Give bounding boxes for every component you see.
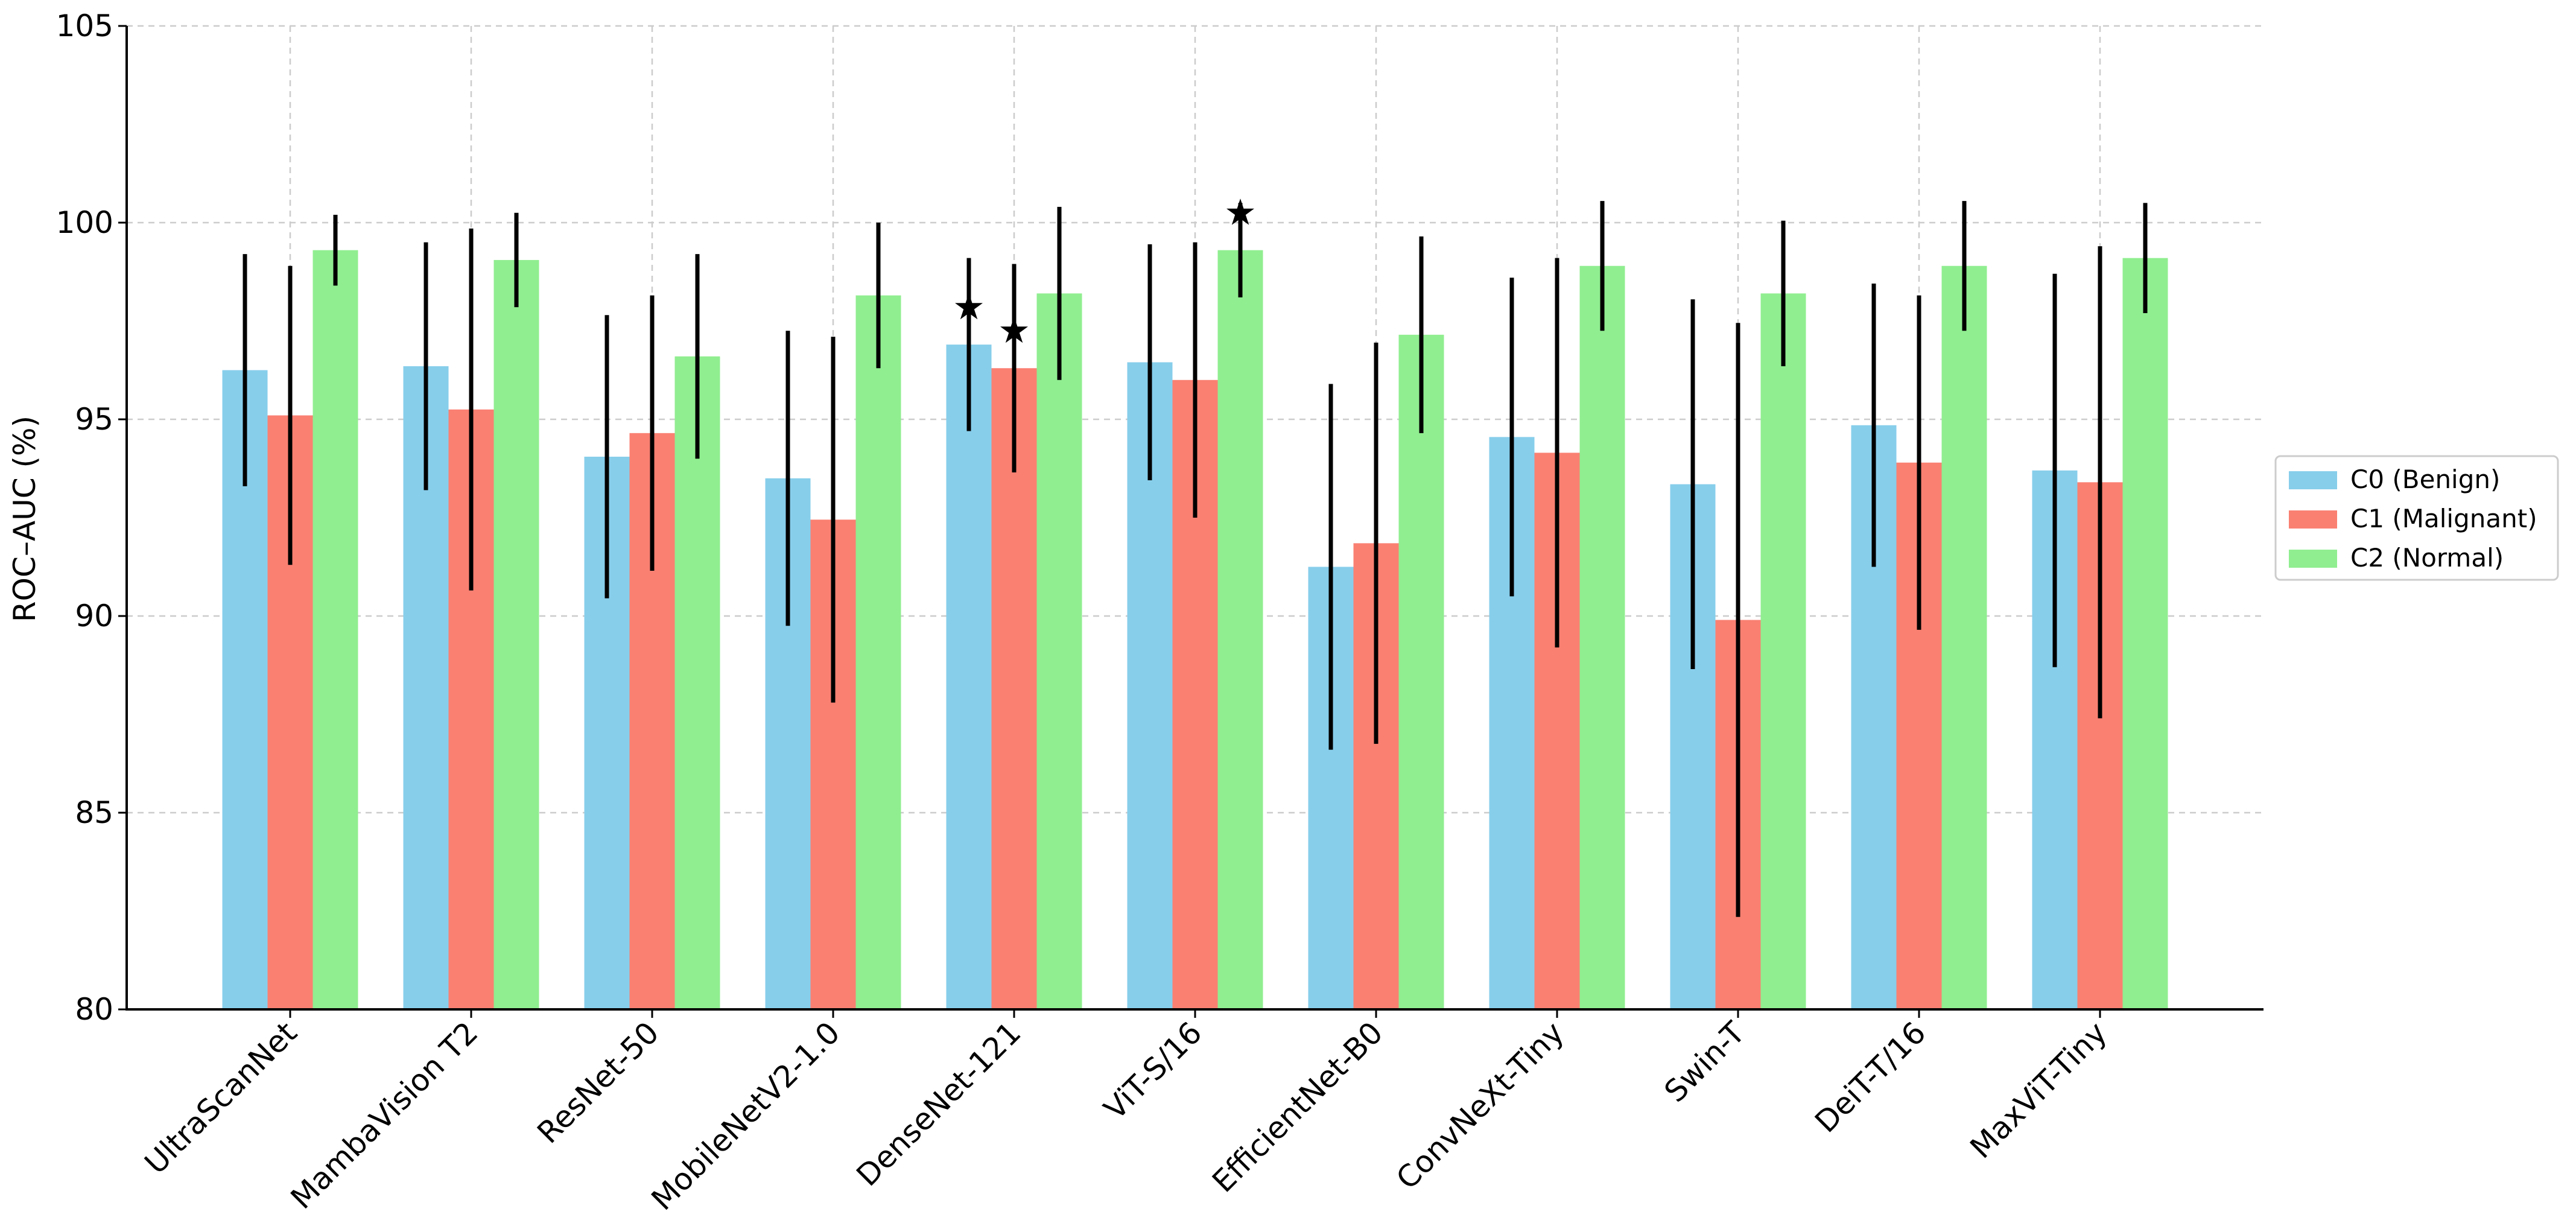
bar	[1217, 250, 1263, 1009]
x-tick-label: ResNet-50	[531, 1015, 666, 1150]
x-tick-label: ViT-S/16	[1097, 1015, 1209, 1126]
legend: C0 (Benign) C1 (Malignant) C2 (Normal)	[2274, 455, 2559, 581]
legend-swatch	[2289, 550, 2337, 568]
bar	[493, 259, 539, 1010]
significance-stars-layer: ★ ★ ★	[953, 192, 1257, 352]
y-tick-label: 105	[56, 8, 113, 43]
legend-label: C1 (Malignant)	[2350, 504, 2537, 533]
bar	[946, 345, 992, 1009]
y-axis-title: ROC–AUC (%)	[7, 416, 42, 622]
significance-star: ★	[953, 286, 985, 328]
axes-layer	[118, 25, 2264, 1018]
x-tick-label: Swin-T	[1658, 1015, 1752, 1109]
legend-swatch	[2289, 471, 2337, 489]
error-bars-layer	[243, 201, 2148, 917]
legend-label: C2 (Normal)	[2350, 543, 2504, 573]
bar	[991, 368, 1037, 1009]
x-tick-label: MobileNetV2-1.0	[645, 1015, 847, 1217]
legend-swatch	[2289, 510, 2337, 529]
x-tick-label: DenseNet-121	[850, 1015, 1028, 1193]
x-tick-label: DeiT-T/16	[1808, 1015, 1932, 1139]
y-tick-label: 95	[75, 402, 113, 437]
bar	[2122, 258, 2168, 1010]
bar	[1398, 334, 1444, 1009]
x-tick-label: ConvNeXt-Tiny	[1389, 1015, 1570, 1196]
bar	[855, 295, 901, 1009]
bar	[1941, 265, 1987, 1010]
y-tick-label: 90	[75, 599, 113, 634]
legend-box	[2274, 455, 2559, 581]
y-tick-label: 85	[75, 795, 113, 830]
y-tick-label: 80	[75, 992, 113, 1027]
significance-star: ★	[1224, 192, 1257, 234]
y-tick-label: 100	[56, 205, 113, 240]
bar	[1579, 265, 1625, 1010]
legend-label: C0 (Benign)	[2350, 465, 2500, 494]
bar	[1036, 293, 1082, 1009]
x-tick-label: MaxViT-Tiny	[1964, 1015, 2114, 1165]
bar	[1760, 293, 1806, 1009]
x-tick-label: UltraScanNet	[138, 1015, 304, 1181]
x-tick-label: EfficientNet-B0	[1205, 1015, 1389, 1199]
bar	[312, 250, 358, 1009]
bar	[674, 356, 720, 1010]
significance-star: ★	[998, 310, 1030, 352]
x-tick-label: MambaVision T2	[284, 1015, 485, 1216]
